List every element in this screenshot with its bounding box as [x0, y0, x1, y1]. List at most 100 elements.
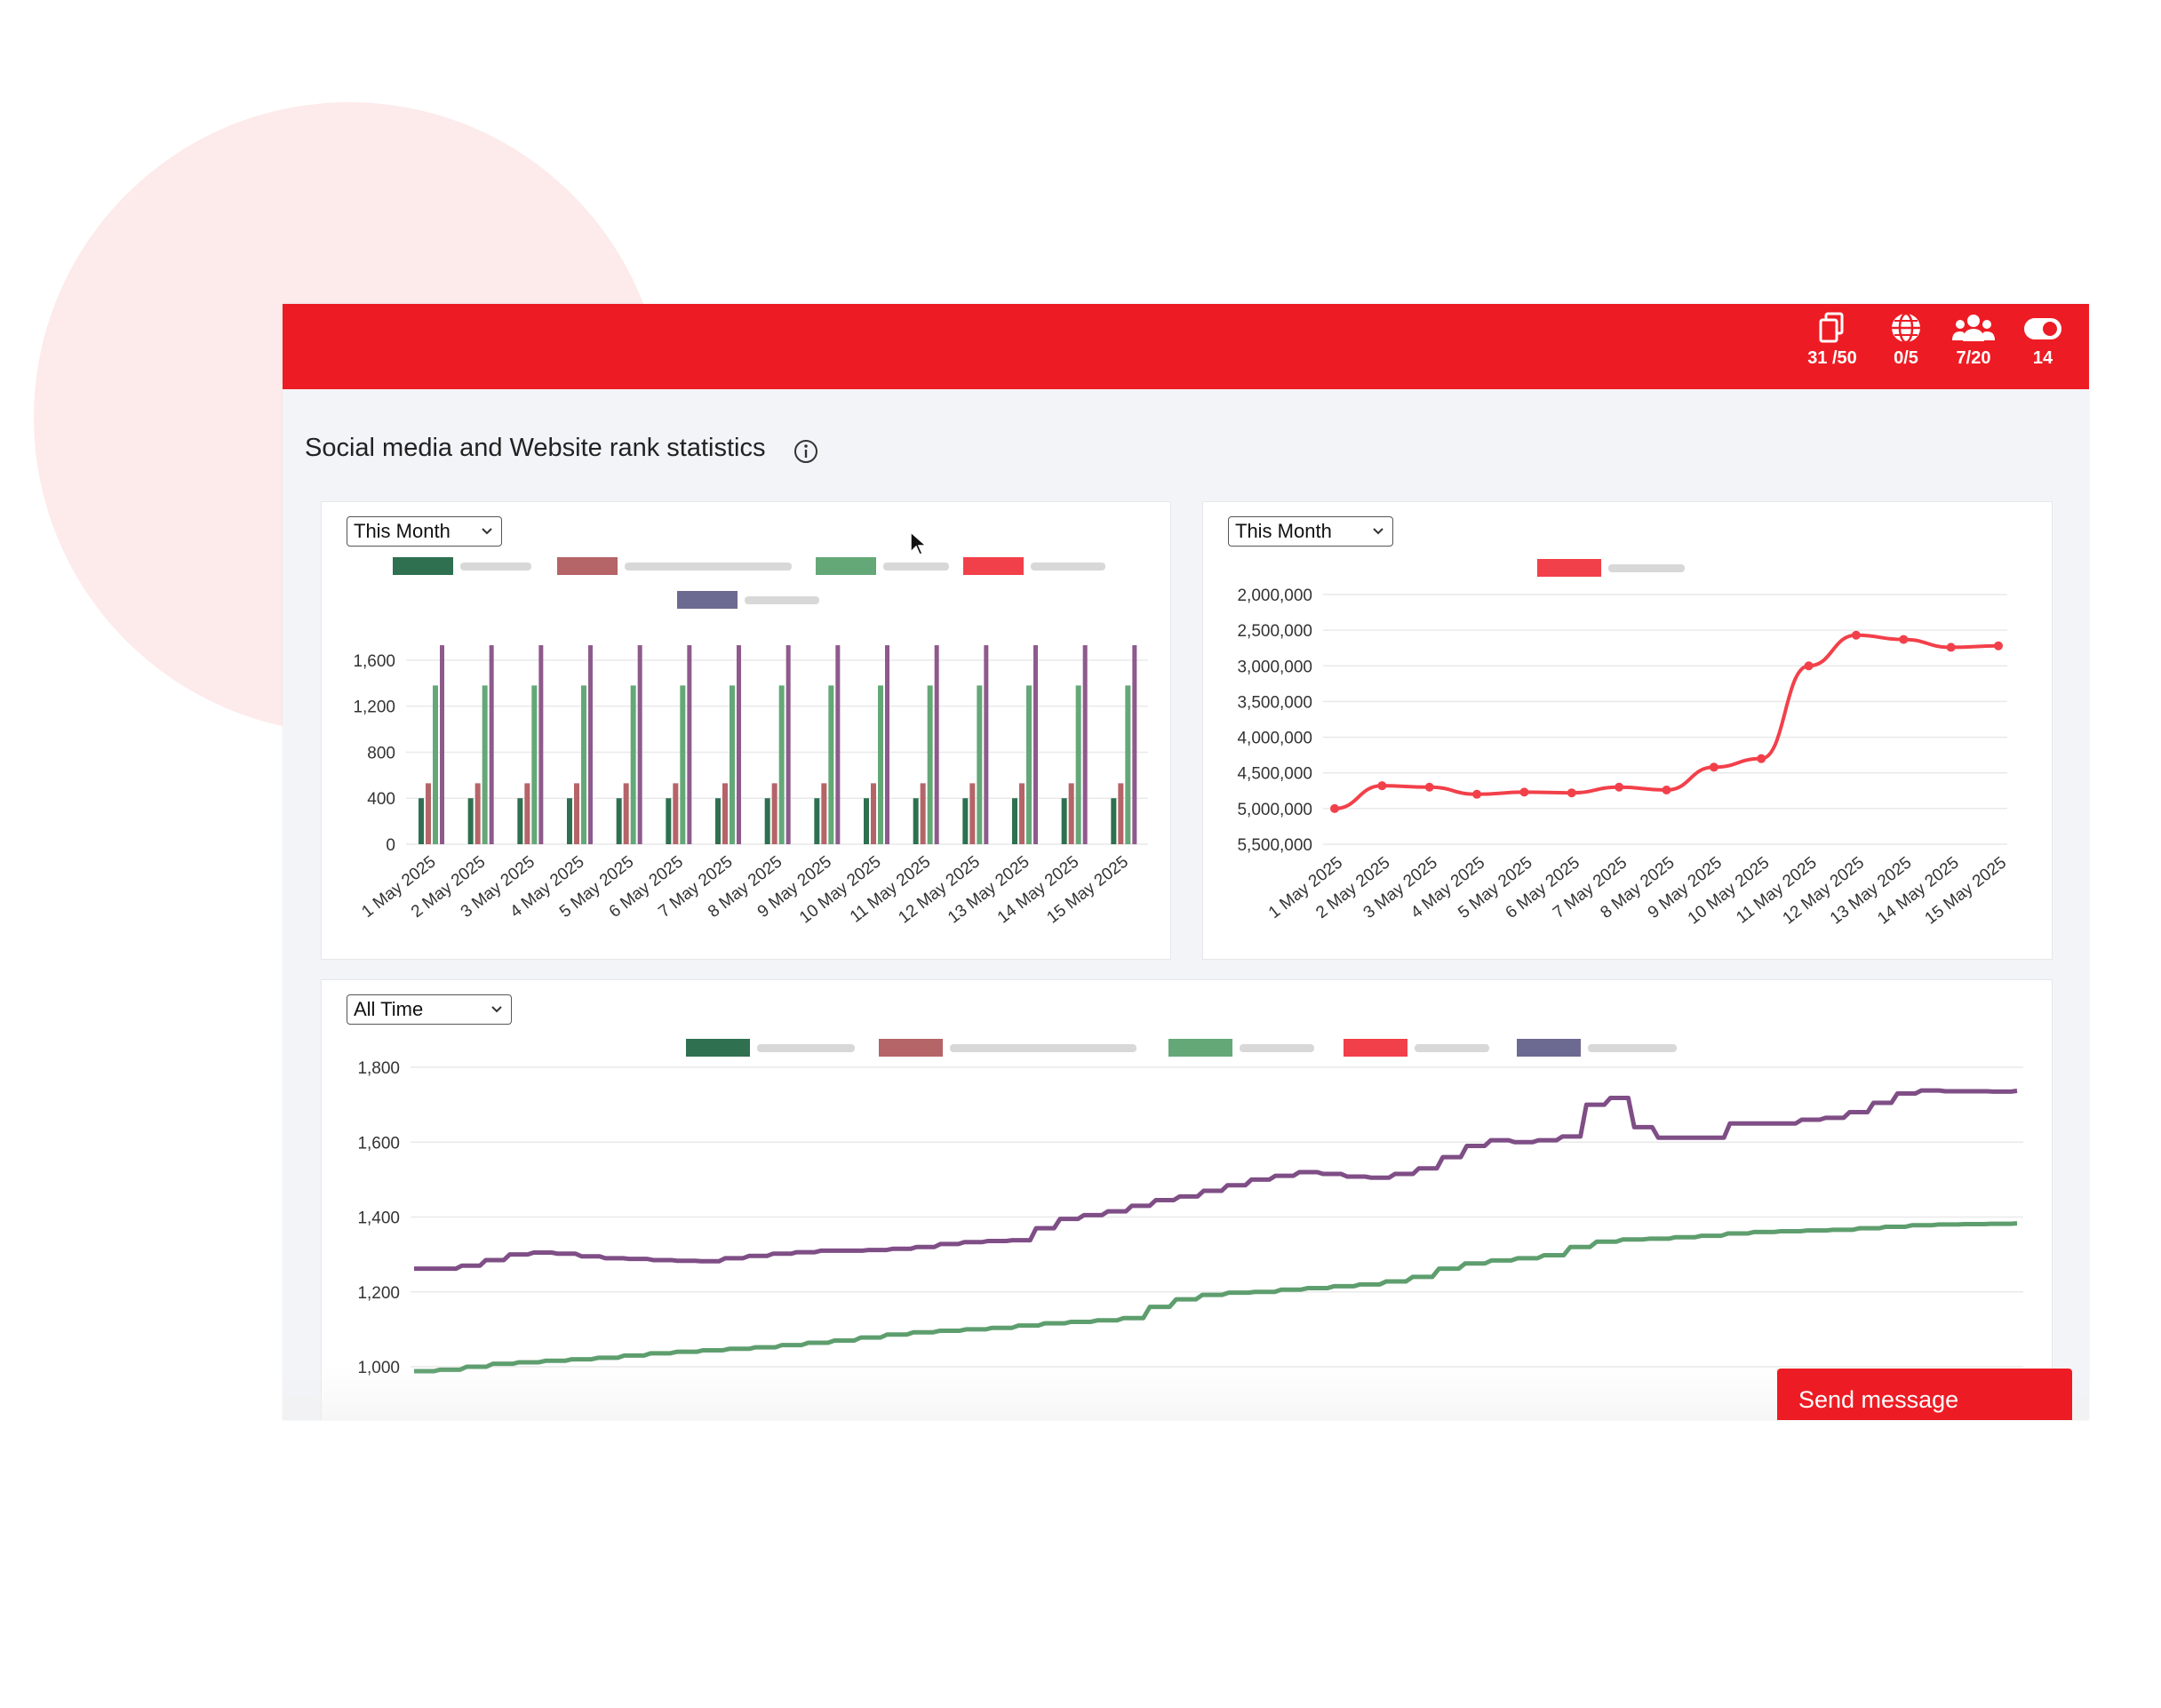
bar — [977, 685, 983, 844]
y-tick-label: 1,800 — [357, 1059, 400, 1078]
history-series-line — [414, 1088, 2018, 1272]
rank-data-point — [1804, 661, 1814, 671]
legend-label-placeholder — [1415, 1044, 1489, 1052]
bar — [778, 685, 785, 844]
bar — [715, 798, 721, 844]
rank-data-point — [1567, 788, 1576, 798]
bar — [885, 645, 889, 844]
y-tick-label: 2,000,000 — [1237, 587, 1312, 605]
rank-data-point — [1377, 781, 1387, 791]
bar — [969, 783, 976, 844]
bar — [673, 783, 679, 844]
bar — [1118, 783, 1124, 844]
bar — [623, 783, 629, 844]
chevron-down-icon — [482, 528, 492, 535]
copy-pages-icon — [1819, 312, 1844, 343]
bar — [630, 685, 636, 844]
rank-data-point — [1472, 789, 1482, 799]
bar — [1068, 783, 1074, 844]
x-tick-label: 15 May 2025 — [1922, 853, 2010, 928]
bar — [814, 798, 820, 844]
legend-swatch — [1344, 1039, 1407, 1057]
y-tick-label: 1,400 — [357, 1209, 400, 1228]
history-chart-period-select[interactable]: All Time — [347, 994, 512, 1025]
legend-label-placeholder — [625, 563, 792, 571]
bar — [426, 783, 431, 844]
chevron-down-icon — [491, 1006, 502, 1013]
bar — [927, 685, 933, 844]
bar — [1125, 685, 1131, 844]
y-tick-label: 3,500,000 — [1237, 693, 1312, 712]
legend-label-placeholder — [460, 563, 531, 571]
bar — [1033, 645, 1038, 844]
bar — [616, 798, 622, 844]
bar — [687, 645, 692, 844]
legend-swatch — [1168, 1039, 1232, 1057]
bar — [482, 685, 488, 844]
toggle-counter[interactable]: 14 — [2003, 311, 2083, 369]
bar — [1111, 798, 1117, 844]
users-counter[interactable]: 7/20 — [1934, 311, 2013, 369]
bar — [666, 798, 672, 844]
bar — [920, 783, 926, 844]
bar — [730, 685, 735, 844]
legend-label-placeholder — [757, 1044, 855, 1052]
y-tick-label: 3,000,000 — [1237, 658, 1312, 676]
bar — [878, 685, 883, 844]
bar — [1026, 685, 1032, 844]
rank-data-point — [1946, 642, 1956, 652]
bar — [489, 645, 494, 844]
y-tick-label: 4,000,000 — [1237, 730, 1312, 748]
users-icon — [1952, 315, 1995, 341]
websites-counter[interactable]: 0/5 — [1866, 311, 1946, 369]
bar — [419, 798, 424, 844]
bar — [871, 783, 876, 844]
bar — [637, 645, 642, 844]
bar — [864, 798, 869, 844]
y-tick-label: 800 — [367, 744, 395, 762]
rank-data-point — [1994, 641, 2003, 650]
rank-data-point — [1709, 762, 1718, 772]
bar — [1075, 685, 1081, 844]
top-bar: 31 /50 0/5 7/20 — [283, 304, 2089, 389]
y-tick-label: 5,000,000 — [1237, 801, 1312, 819]
rank-data-point — [1757, 754, 1766, 763]
toggle-icon — [2024, 318, 2061, 339]
bar — [1061, 798, 1067, 844]
app-window: 31 /50 0/5 7/20 — [283, 304, 2089, 1420]
bar — [588, 645, 593, 844]
bar — [581, 685, 586, 844]
legend-swatch — [557, 557, 618, 575]
bar — [722, 783, 728, 844]
bar — [785, 645, 791, 844]
page-title: Social media and Website rank statistics — [305, 434, 766, 462]
y-tick-label: 5,500,000 — [1237, 836, 1312, 855]
rank-data-point — [1615, 782, 1624, 792]
legend-swatch — [686, 1039, 750, 1057]
y-tick-label: 1,200 — [353, 698, 395, 717]
send-message-button[interactable]: Send message — [1777, 1369, 2072, 1420]
users-counter-value: 7/20 — [1956, 348, 1991, 368]
rank-chart-card: This Month 2,000,000 2,500,000 3,000,000 3,… — [1202, 501, 2053, 960]
bar — [1132, 645, 1137, 844]
pages-counter[interactable]: 31 /50 — [1792, 311, 1872, 369]
bar — [771, 783, 777, 844]
send-message-label: Send message — [1798, 1386, 1959, 1413]
y-tick-label: 4,500,000 — [1237, 765, 1312, 784]
legend-swatch — [879, 1039, 943, 1057]
legend-swatch — [1537, 559, 1601, 577]
legend-label-placeholder — [745, 596, 819, 604]
rank-chart-period-select[interactable]: This Month — [1228, 516, 1393, 547]
bar — [1082, 645, 1088, 844]
rank-data-point — [1519, 787, 1529, 797]
bar — [737, 645, 741, 844]
bar-chart-period-value: This Month — [354, 520, 451, 542]
bar — [913, 798, 919, 844]
legend-label-placeholder — [1031, 563, 1105, 571]
legend-label-placeholder — [883, 563, 949, 571]
mouse-cursor-icon — [910, 531, 928, 555]
info-icon[interactable] — [793, 439, 818, 464]
rank-data-point — [1330, 803, 1339, 813]
bar-chart-period-select[interactable]: This Month — [347, 516, 502, 547]
